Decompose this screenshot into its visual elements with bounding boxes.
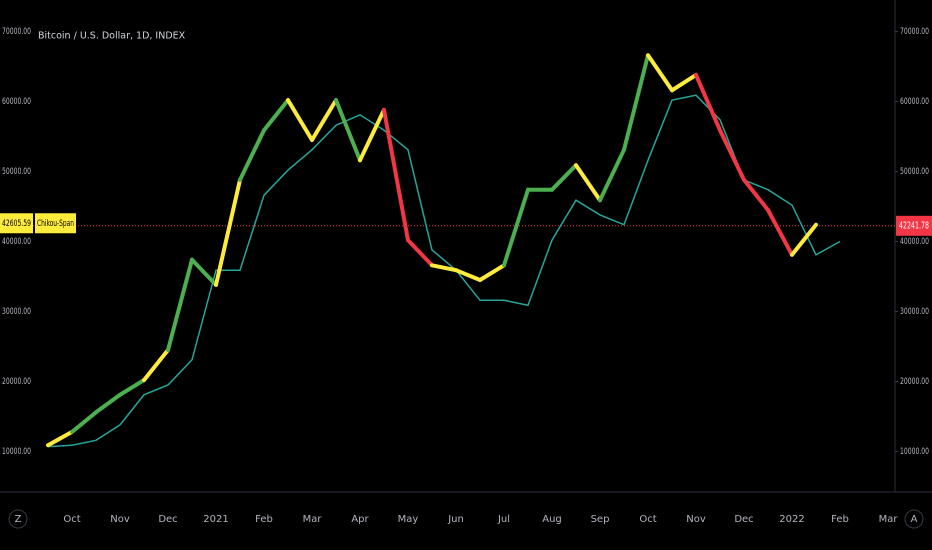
y-tick-label: 20000.00 — [2, 377, 31, 387]
x-tick-label: Nov — [686, 514, 706, 525]
series-value-label: 42605.59 — [2, 219, 31, 229]
chikou-segment — [166, 257, 194, 352]
x-tick-label: May — [398, 514, 419, 525]
y-tick-label: 60000.00 — [2, 97, 31, 107]
y-tick-label: 50000.00 — [2, 167, 31, 177]
chikou-segment — [94, 392, 122, 415]
x-tick-label: Nov — [110, 514, 130, 525]
chikou-segment — [358, 107, 386, 163]
y-tick-label: 10000.00 — [900, 447, 929, 457]
x-tick-label: Apr — [351, 514, 369, 525]
chikou-segment — [622, 53, 650, 152]
x-tick-label: 2022 — [779, 514, 804, 525]
x-tick-label: Dec — [158, 514, 177, 525]
chikou-segment — [718, 128, 746, 182]
chikou-segment — [46, 429, 74, 448]
chikou-segment — [766, 208, 794, 257]
y-tick-label: 70000.00 — [900, 27, 929, 37]
price-label: 42241.78 — [899, 220, 929, 231]
chikou-segment — [478, 263, 506, 282]
y-tick-label: 40000.00 — [900, 237, 929, 247]
chikou-segment — [694, 72, 722, 133]
x-tick-label: Sep — [591, 514, 610, 525]
chikou-segment — [334, 98, 362, 163]
y-tick-label: 20000.00 — [900, 377, 929, 387]
chikou-segment — [406, 238, 434, 268]
chikou-segment — [238, 128, 266, 182]
chart-title: Bitcoin / U.S. Dollar, 1D, INDEX — [38, 31, 186, 42]
button-label[interactable]: A — [911, 514, 918, 525]
chikou-segment — [598, 147, 626, 203]
button-label[interactable]: Z — [15, 514, 22, 525]
y-tick-label: 50000.00 — [900, 167, 929, 177]
chikou-segment — [190, 257, 218, 287]
x-tick-label: Oct — [63, 514, 80, 525]
series-value-box — [0, 213, 33, 234]
button[interactable] — [8, 509, 28, 529]
chikou-segment — [574, 163, 602, 203]
x-tick-label: Aug — [542, 514, 562, 525]
chikou-segment — [790, 222, 818, 257]
chikou-segment — [454, 268, 482, 282]
chikou-segment — [430, 263, 458, 273]
y-tick-label: 10000.00 — [2, 447, 31, 457]
chikou-segment — [550, 163, 578, 192]
y-tick-label: 70000.00 — [2, 27, 31, 37]
x-tick-label: Jul — [497, 514, 510, 525]
chikou-segment — [742, 177, 770, 212]
y-tick-label: 30000.00 — [900, 307, 929, 317]
y-tick-label: 40000.00 — [2, 237, 31, 247]
x-tick-label: Feb — [255, 514, 273, 525]
chikou-segment — [502, 187, 530, 268]
chikou-segment — [286, 98, 314, 142]
button[interactable] — [904, 509, 924, 529]
chikou-segment — [118, 378, 146, 397]
series-name-box — [35, 213, 76, 234]
x-tick-label: Oct — [639, 514, 656, 525]
chikou-segment — [646, 53, 674, 93]
chikou-segment — [382, 107, 410, 243]
y-tick-label: 60000.00 — [900, 97, 929, 107]
series-name-label: Chikou-Span — [37, 219, 74, 229]
chikou-segment — [214, 177, 242, 287]
x-tick-label: Feb — [831, 514, 849, 525]
x-tick-label: Jun — [447, 514, 464, 525]
x-tick-label: Mar — [303, 514, 323, 525]
chikou-segment — [262, 98, 290, 133]
chikou-segment — [310, 98, 338, 142]
chikou-segment — [70, 410, 98, 434]
chikou-segment — [142, 348, 170, 383]
y-tick-label: 30000.00 — [2, 307, 31, 317]
price-label-box — [896, 215, 932, 236]
x-tick-label: Mar — [879, 514, 899, 525]
chikou-segment — [670, 72, 698, 93]
x-tick-label: Dec — [734, 514, 753, 525]
x-tick-label: 2021 — [203, 514, 228, 525]
